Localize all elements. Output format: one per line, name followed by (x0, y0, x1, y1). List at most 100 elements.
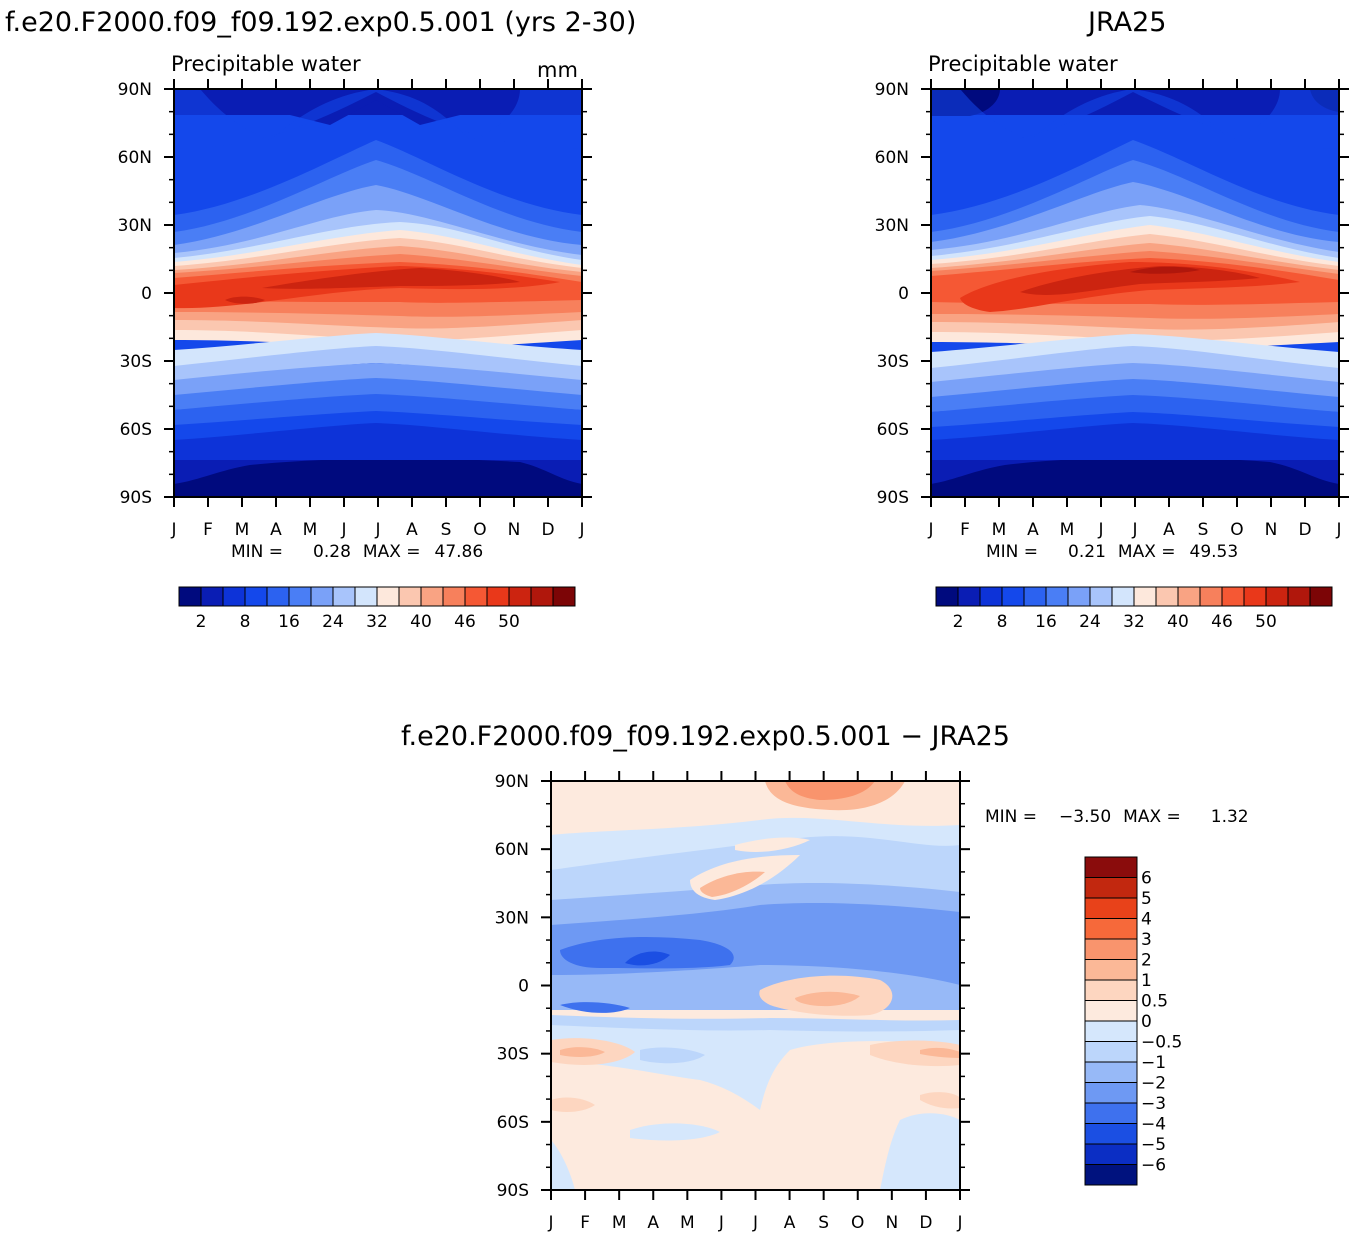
y-tick-label: 90S (497, 1181, 529, 1201)
colorbar-label: 8 (240, 612, 251, 632)
colorbar-swatch (1287, 586, 1311, 607)
panel-model-colorbar: 2 8 16 24 32 40 46 50 (178, 586, 576, 632)
y-tick-label: 60S (120, 420, 152, 440)
x-tick-label: J (956, 1213, 962, 1233)
colorbar-swatch (332, 586, 356, 607)
colorbar-label: 6 (1141, 869, 1152, 889)
x-tick-label: J (374, 520, 380, 540)
colorbar-label: 0.5 (1141, 992, 1168, 1012)
colorbar-label: 24 (322, 612, 344, 632)
colorbar-swatch (1084, 938, 1138, 960)
panel-reference: JRA25 Precipitable water (875, 7, 1349, 632)
x-tick-label: S (818, 1213, 829, 1233)
colorbar-swatch (1084, 1102, 1138, 1124)
colorbar-swatch (376, 586, 400, 607)
y-tick-label: 30S (120, 352, 152, 372)
colorbar-swatch (178, 586, 202, 607)
x-tick-label: M (235, 520, 250, 540)
panel-difference: f.e20.F2000.f09_f09.192.exp0.5.001 − JRA… (401, 721, 1249, 1233)
colorbar-swatch (530, 586, 554, 607)
colorbar-swatch (288, 586, 312, 607)
x-tick-label: F (580, 1213, 590, 1233)
x-tick-label: J (170, 520, 176, 540)
x-tick-label: M (303, 520, 318, 540)
x-tick-label: N (885, 1213, 898, 1233)
panel-difference-title: f.e20.F2000.f09_f09.192.exp0.5.001 − JRA… (401, 721, 1010, 752)
y-tick-label: 90S (120, 488, 152, 508)
colorbar-label: −6 (1141, 1156, 1166, 1176)
panel-reference-min: 0.21 (1068, 542, 1106, 562)
colorbar-label: 16 (278, 612, 300, 632)
panel-reference-colorbar: 2 8 16 24 32 40 46 50 (935, 586, 1333, 632)
panel-model-min-label: MIN = (231, 542, 283, 562)
y-tick-label: 0 (141, 284, 152, 304)
y-tick-label: 90N (118, 80, 152, 100)
colorbar-swatch (310, 586, 334, 607)
colorbar-swatch (1067, 586, 1091, 607)
colorbar-swatch (442, 586, 466, 607)
colorbar-swatch (1089, 586, 1113, 607)
panel-difference-min: −3.50 (1059, 807, 1111, 827)
panel-difference-max-label: MAX = (1123, 807, 1181, 827)
panel-difference-field (551, 781, 960, 1190)
colorbar-swatch (1265, 586, 1289, 607)
colorbar-label: 0 (1141, 1012, 1152, 1032)
x-tick-label: N (508, 520, 521, 540)
colorbar-label: 8 (997, 612, 1008, 632)
x-tick-label: O (473, 520, 486, 540)
colorbar-swatch (1199, 586, 1223, 607)
colorbar-label: 2 (1141, 951, 1152, 971)
x-tick-label: O (1230, 520, 1243, 540)
colorbar-label: −3 (1141, 1094, 1166, 1114)
x-tick-label: M (680, 1213, 695, 1233)
colorbar-swatch (200, 586, 224, 607)
x-tick-label: A (270, 520, 282, 540)
x-tick-label: N (1265, 520, 1278, 540)
colorbar-swatch (1111, 586, 1135, 607)
colorbar-swatch (552, 586, 576, 607)
panel-reference-stats: MIN = 0.21 MAX = 49.53 (986, 542, 1238, 562)
x-tick-label: M (612, 1213, 627, 1233)
colorbar-swatch (1023, 586, 1047, 607)
y-tick-label: 30N (118, 216, 152, 236)
colorbar-label: 2 (953, 612, 964, 632)
colorbar-label: 16 (1035, 612, 1057, 632)
colorbar-label: 46 (454, 612, 476, 632)
colorbar-swatch (244, 586, 268, 607)
colorbar-swatch (979, 586, 1003, 607)
panel-model-max-label: MAX = (363, 542, 421, 562)
panel-reference-subtitle: Precipitable water (928, 52, 1118, 76)
colorbar-swatch (1084, 918, 1138, 940)
colorbar-swatch (957, 586, 981, 607)
colorbar-swatch (1243, 586, 1267, 607)
x-tick-label: D (919, 1213, 932, 1233)
colorbar-label: 40 (410, 612, 432, 632)
colorbar-swatch (222, 586, 246, 607)
colorbar-swatch (1084, 877, 1138, 899)
panel-difference-stats: MIN = −3.50 MAX = 1.32 (985, 807, 1249, 827)
colorbar-swatch (1001, 586, 1025, 607)
colorbar-label: −4 (1141, 1115, 1166, 1135)
colorbar-swatch (1084, 897, 1138, 919)
y-tick-label: 60N (875, 148, 909, 168)
x-tick-label: M (992, 520, 1007, 540)
panel-model-min: 0.28 (313, 542, 351, 562)
colorbar-swatch (486, 586, 510, 607)
colorbar-swatch (464, 586, 488, 607)
x-tick-label: J (1131, 520, 1137, 540)
y-tick-label: 60N (495, 840, 529, 860)
y-tick-label: 90S (877, 488, 909, 508)
panel-model-units: mm (537, 58, 578, 82)
colorbar-swatch (1084, 1000, 1138, 1022)
colorbar-swatch (420, 586, 444, 607)
y-tick-label: 60S (877, 420, 909, 440)
colorbar-swatch (1155, 586, 1179, 607)
panel-reference-field (931, 89, 1339, 497)
x-tick-label: S (1198, 520, 1209, 540)
y-tick-label: 90N (495, 772, 529, 792)
colorbar-label: 32 (366, 612, 388, 632)
colorbar-swatch (1221, 586, 1245, 607)
